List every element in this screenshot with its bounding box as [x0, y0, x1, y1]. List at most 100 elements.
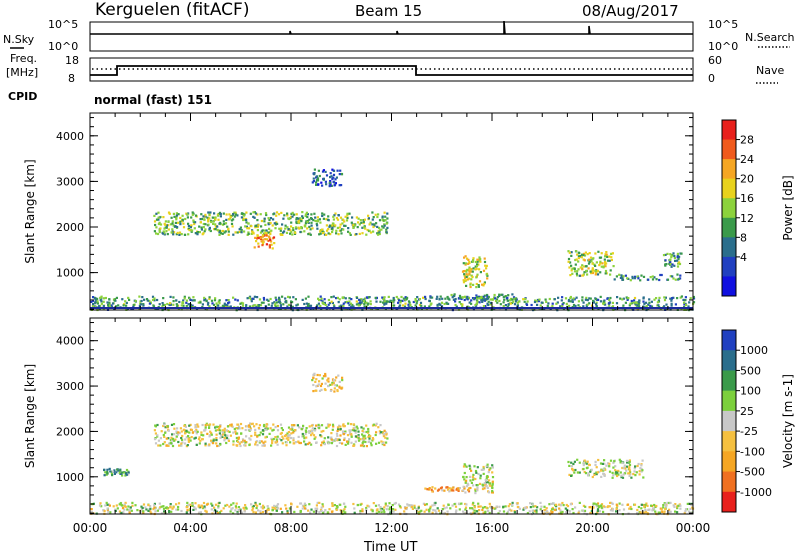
data-cell — [177, 505, 180, 509]
data-cell — [364, 227, 367, 230]
data-cell — [391, 504, 394, 507]
data-cell — [465, 284, 468, 287]
data-cell — [479, 260, 482, 263]
data-cell — [481, 487, 485, 491]
data-cell — [476, 489, 479, 492]
data-cell — [116, 468, 119, 471]
data-cell — [122, 304, 125, 307]
data-cell — [263, 443, 266, 446]
data-cell — [476, 263, 479, 266]
data-cell — [158, 230, 161, 234]
data-cell — [664, 296, 667, 299]
data-cell — [617, 473, 620, 476]
data-cell — [335, 176, 338, 179]
data-cell — [318, 427, 321, 430]
data-cell — [588, 463, 591, 467]
data-cell — [574, 258, 577, 262]
data-cell — [392, 508, 395, 511]
data-cell — [613, 460, 616, 463]
data-cell — [212, 220, 215, 223]
data-cell — [588, 252, 591, 255]
data-cell — [223, 222, 226, 225]
data-cell — [342, 509, 345, 512]
data-cell — [174, 225, 177, 228]
data-cell — [259, 213, 262, 216]
data-cell — [282, 217, 285, 220]
data-cell — [582, 254, 585, 257]
data-cell — [261, 510, 265, 514]
data-cell — [328, 508, 331, 511]
data-cell — [208, 213, 211, 216]
data-cell — [187, 227, 191, 230]
data-cell — [319, 384, 323, 388]
data-cell — [340, 173, 344, 176]
data-cell — [646, 504, 649, 507]
data-cell — [628, 467, 631, 470]
y-tick-label: 1000 — [56, 267, 84, 280]
data-cell — [547, 512, 550, 515]
data-cell — [312, 434, 316, 437]
data-cell — [180, 430, 183, 433]
data-cell — [250, 422, 253, 426]
data-cell — [327, 377, 330, 380]
data-cell — [417, 512, 420, 515]
data-cell — [526, 300, 529, 303]
data-cell — [194, 426, 198, 429]
data-cell — [423, 510, 426, 513]
data-cell — [314, 216, 317, 219]
data-cell — [302, 424, 305, 427]
data-cell — [666, 501, 669, 504]
data-cell — [280, 427, 283, 430]
data-cell — [197, 301, 200, 304]
data-cell — [538, 298, 541, 301]
data-cell — [576, 471, 579, 474]
data-cell — [610, 252, 613, 255]
data-cell — [306, 213, 309, 216]
data-cell — [315, 378, 318, 381]
data-cell — [279, 304, 282, 307]
data-cell — [281, 435, 284, 438]
data-cell — [589, 470, 592, 473]
data-cell — [420, 304, 423, 307]
data-cell — [461, 296, 464, 299]
data-cell — [371, 437, 374, 440]
data-cell — [129, 506, 132, 509]
data-cell — [674, 503, 677, 506]
data-cell — [265, 213, 268, 217]
data-cell — [627, 277, 630, 280]
data-cell — [487, 491, 490, 494]
data-cell — [667, 511, 671, 514]
data-cell — [277, 308, 280, 311]
data-cell — [673, 256, 676, 260]
data-cell — [688, 301, 691, 304]
data-cell — [355, 233, 358, 236]
data-cell — [571, 508, 574, 511]
data-cell — [373, 224, 376, 227]
data-cell — [658, 278, 661, 282]
data-cell — [324, 372, 327, 376]
data-cell — [567, 250, 570, 253]
data-cell — [439, 295, 442, 298]
data-cell — [443, 507, 446, 510]
data-cell — [577, 300, 580, 303]
data-cell — [214, 426, 217, 429]
data-cell — [423, 305, 426, 308]
data-cell — [168, 510, 171, 513]
data-cell — [250, 232, 253, 235]
data-cell — [650, 504, 653, 507]
data-cell — [605, 464, 608, 467]
data-cell — [469, 467, 472, 470]
data-cell — [591, 267, 594, 270]
data-cell — [668, 501, 671, 505]
data-cell — [504, 505, 507, 508]
data-cell — [96, 300, 99, 303]
data-cell — [464, 263, 467, 266]
data-cell — [647, 278, 650, 281]
data-cell — [229, 510, 232, 513]
data-cell — [255, 240, 258, 243]
data-cell — [226, 304, 229, 307]
data-cell — [587, 262, 591, 265]
data-cell — [511, 293, 514, 296]
data-cell — [593, 473, 596, 476]
data-cell — [470, 278, 473, 281]
